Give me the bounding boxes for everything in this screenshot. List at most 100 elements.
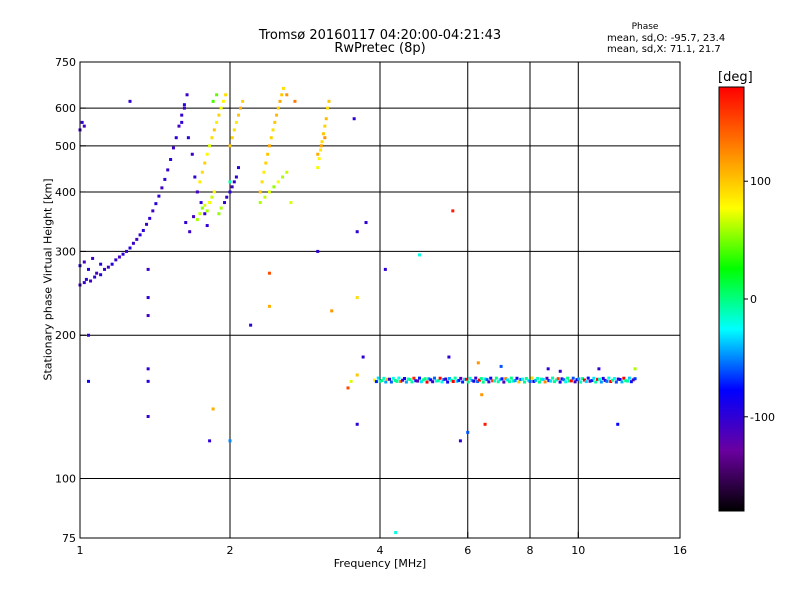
band-point: [504, 377, 508, 381]
data-point: [157, 194, 161, 198]
band-point: [599, 380, 603, 384]
band-point: [391, 376, 395, 380]
data-point: [223, 201, 227, 205]
band-point: [622, 376, 626, 380]
band-point: [498, 378, 502, 382]
data-point: [236, 113, 240, 117]
data-point: [217, 113, 221, 117]
band-point: [373, 378, 377, 382]
band-point: [468, 376, 472, 380]
band-point: [594, 380, 598, 384]
data-point: [260, 180, 264, 184]
data-point: [394, 531, 398, 535]
data-point: [190, 152, 194, 156]
data-point: [230, 185, 234, 189]
band-point: [616, 377, 620, 381]
data-point: [355, 296, 359, 300]
band-point: [386, 377, 390, 381]
data-point: [597, 367, 601, 371]
data-point: [352, 117, 356, 121]
data-point: [249, 323, 253, 327]
band-point: [382, 376, 386, 380]
band-point: [567, 379, 571, 383]
band-point: [579, 380, 583, 384]
data-point: [239, 106, 243, 110]
band-point: [629, 380, 633, 384]
band-point: [479, 377, 483, 381]
data-point: [185, 93, 189, 97]
data-point: [266, 152, 270, 156]
data-points: [78, 86, 637, 535]
band-point: [596, 377, 600, 381]
band-point: [581, 377, 585, 381]
data-point: [171, 146, 175, 150]
data-point: [447, 355, 451, 359]
band-point: [601, 376, 605, 380]
y-tick-label: 600: [55, 102, 76, 115]
data-point: [616, 422, 620, 426]
colorbar: 100 0 -100: [718, 86, 775, 512]
band-point: [584, 380, 588, 384]
x-tick-label: 6: [464, 544, 471, 557]
band-point: [492, 379, 496, 383]
data-point: [319, 144, 323, 148]
phase-stats-o-mode: mean, sd,O: -95.7, 23.4: [607, 33, 726, 44]
data-point: [364, 221, 368, 225]
band-point: [513, 379, 517, 383]
data-point: [558, 369, 562, 373]
data-point: [145, 222, 149, 226]
data-point: [321, 132, 325, 136]
data-point: [198, 180, 202, 184]
data-point: [146, 379, 150, 383]
band-point: [419, 380, 423, 384]
band-point: [410, 380, 414, 384]
data-point: [177, 124, 181, 128]
band-point: [500, 377, 504, 381]
chart-title-line1: Tromsø 20160117 04:20:00-04:21:43: [258, 28, 502, 43]
band-point: [442, 378, 446, 382]
x-tick-label: 1: [77, 544, 84, 557]
band-point: [526, 378, 530, 382]
data-point: [346, 386, 350, 390]
band-point: [560, 377, 564, 381]
band-point: [611, 378, 615, 382]
data-point: [327, 99, 331, 103]
band-point: [612, 377, 616, 381]
band-point: [607, 376, 611, 380]
x-tick-label: 10: [571, 544, 585, 557]
data-point: [269, 136, 273, 140]
band-point: [532, 379, 536, 383]
data-point: [211, 99, 215, 103]
data-point: [289, 201, 293, 205]
data-point: [210, 195, 214, 199]
data-point: [232, 180, 236, 184]
data-point: [219, 206, 223, 210]
data-point: [186, 136, 190, 140]
data-point: [546, 367, 550, 371]
data-point: [86, 379, 90, 383]
data-point: [210, 136, 214, 140]
data-point: [417, 253, 421, 257]
data-point: [316, 166, 320, 170]
band-point: [434, 379, 438, 383]
band-point: [472, 379, 476, 383]
data-point: [281, 175, 285, 179]
data-point: [184, 221, 188, 225]
data-point: [84, 277, 88, 281]
band-point: [575, 378, 579, 382]
band-point: [573, 380, 577, 384]
data-point: [383, 267, 387, 271]
band-point: [483, 377, 487, 381]
data-point: [128, 246, 132, 250]
band-point: [378, 379, 382, 383]
data-point: [82, 124, 86, 128]
data-point: [182, 103, 186, 107]
band-point: [603, 378, 607, 382]
data-point: [148, 216, 152, 220]
data-point: [193, 175, 197, 179]
band-point: [537, 380, 541, 384]
data-point: [86, 333, 90, 337]
data-point: [174, 136, 178, 140]
band-point: [541, 377, 545, 381]
data-point: [225, 195, 229, 199]
